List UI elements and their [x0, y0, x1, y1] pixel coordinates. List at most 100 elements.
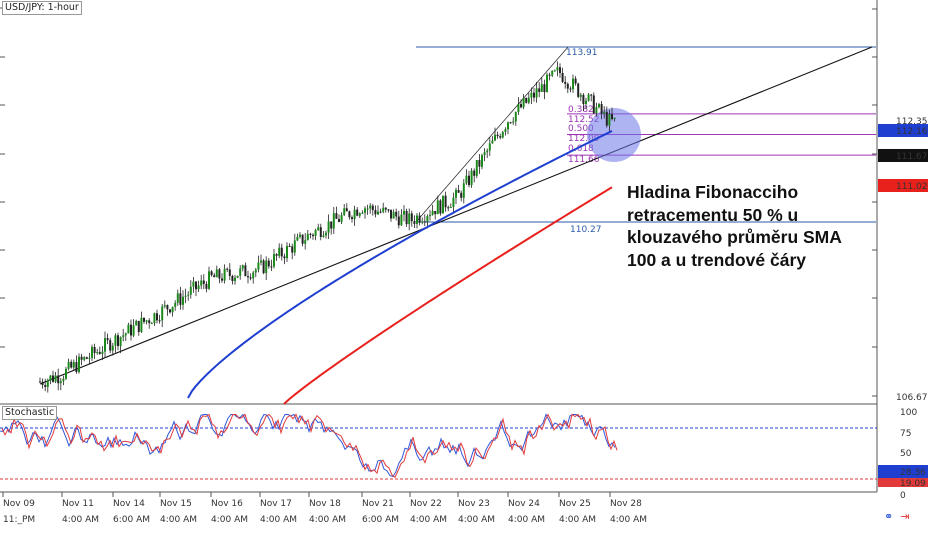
candle-body [127, 324, 130, 334]
candle-body [379, 211, 382, 213]
candle-body [335, 213, 338, 219]
candle-body [85, 357, 88, 359]
candle-body [52, 375, 54, 382]
symbol-label[interactable]: USD/JPY: 1-hour [2, 1, 82, 15]
candle-body [520, 104, 522, 108]
candle-body [309, 233, 312, 235]
candle-body [254, 269, 257, 273]
candle-body [553, 70, 556, 72]
candle-body [410, 213, 413, 222]
candle-body [111, 345, 114, 351]
candle-body [473, 170, 476, 176]
candle-body [239, 268, 242, 276]
arrow-icon[interactable]: ⇥ [900, 511, 910, 523]
candle-body [569, 88, 572, 90]
stochastic-label[interactable]: Stochastic [2, 406, 58, 420]
fib-382-ratio: 0.382 [568, 105, 594, 115]
candle-body [166, 305, 169, 310]
candle-body [59, 381, 62, 384]
candle-body [213, 275, 216, 278]
candle-body [325, 232, 327, 236]
candle-body [507, 122, 509, 130]
x-time-label: 4:00 AM [211, 515, 248, 525]
candle-body [358, 213, 361, 216]
candle-body [330, 221, 333, 229]
candle-body [400, 214, 403, 226]
fib-500-ratio: 0.500 [568, 124, 594, 134]
candle-body [273, 254, 275, 267]
candle-body [361, 212, 364, 214]
candle-body [124, 333, 127, 336]
candle-body [265, 260, 268, 274]
candle-body [353, 209, 356, 220]
candle-body [96, 352, 99, 354]
candle-body [171, 306, 174, 313]
stoch-k-line [0, 413, 616, 478]
annotation-text: Hladina Fibonacciho retracementu 50 % u … [627, 182, 842, 270]
candle-body [574, 78, 577, 84]
stoch-d-line [1, 413, 618, 479]
candle-body [566, 83, 569, 89]
candle-body [442, 195, 444, 214]
candle-body [280, 247, 283, 257]
candle-body [374, 209, 377, 215]
toolbar-icons: ⚭ ⇥ [884, 510, 914, 523]
x-time-label: 6:00 AM [362, 515, 399, 525]
candle-body [44, 385, 47, 387]
stoch-tick-label: 50 [900, 449, 912, 459]
fib-low-label: 110.27 [570, 225, 602, 235]
candle-body [135, 320, 138, 326]
candle-body [577, 83, 580, 97]
candle-body [340, 215, 343, 222]
candle-body [369, 205, 372, 209]
candle-body [462, 183, 465, 198]
candle-body [106, 338, 109, 341]
price-sma100: 112.16 [896, 127, 928, 137]
candle-body [140, 317, 143, 332]
x-date-label: Nov 14 [113, 499, 145, 509]
link-icon[interactable]: ⚭ [884, 511, 894, 523]
candle-body [533, 92, 535, 98]
candle-body [163, 305, 166, 307]
fib-382-price: 112.52 [568, 115, 600, 125]
candle-body [317, 227, 320, 231]
candle-body [306, 233, 309, 241]
candle-body [603, 111, 606, 114]
x-date-label: Nov 18 [309, 499, 341, 509]
x-time-label: 4:00 AM [410, 515, 447, 525]
candle-body [449, 206, 452, 208]
candle-body [348, 211, 351, 218]
sma200-line [283, 186, 613, 405]
candle-body [413, 221, 416, 224]
candle-body [481, 155, 483, 167]
candle-body [548, 74, 551, 76]
candle-body [551, 70, 554, 76]
candle-body [132, 325, 135, 336]
candle-body [429, 214, 431, 217]
candle-body [564, 81, 567, 84]
candle-body [176, 293, 179, 303]
candle-body [377, 211, 379, 215]
candle-body [434, 210, 437, 215]
sma100-line [187, 130, 613, 399]
candle-body [371, 205, 374, 210]
x-date-label: Nov 22 [410, 499, 442, 509]
candle-body [478, 160, 481, 167]
candle-body [72, 362, 75, 368]
candle-body [509, 122, 512, 124]
candle-body [546, 74, 548, 93]
candle-body [397, 216, 400, 226]
candle-body [613, 117, 616, 120]
candle-body [327, 221, 330, 233]
candle-body [587, 94, 590, 101]
candle-body [101, 351, 104, 354]
candle-body [494, 134, 496, 141]
price-sma100-bg [878, 124, 928, 137]
candle-body [218, 269, 221, 279]
candle-body [387, 209, 390, 211]
candle-body [143, 317, 145, 322]
candle-body [392, 211, 395, 219]
candle-body [559, 67, 561, 73]
